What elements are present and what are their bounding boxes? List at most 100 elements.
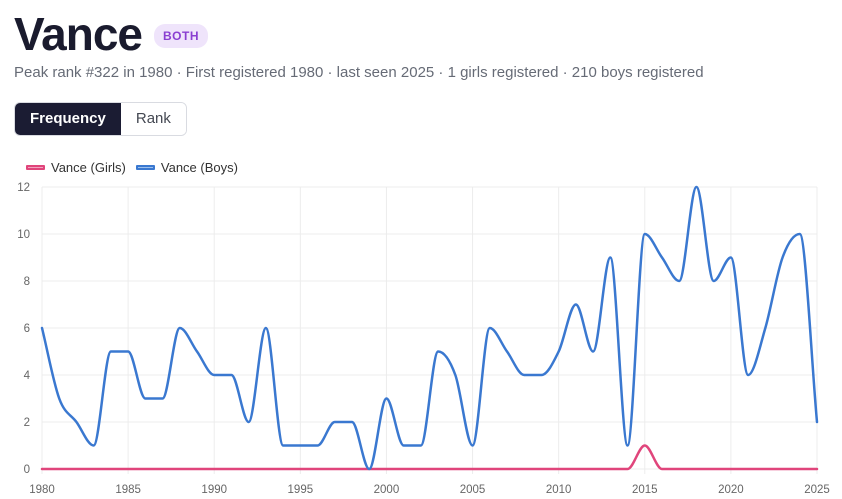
point-girls-1989[interactable] [195,467,199,471]
point-girls-2018[interactable] [694,467,698,471]
point-girls-1988[interactable] [178,467,182,471]
series-line-boys [40,185,819,471]
tab-rank[interactable]: Rank [120,103,186,135]
point-boys-1995[interactable] [298,444,302,448]
point-boys-2017[interactable] [677,279,681,283]
point-girls-2021[interactable] [746,467,750,471]
x-tick-label: 1990 [201,484,227,496]
point-girls-1984[interactable] [109,467,113,471]
point-boys-1989[interactable] [195,350,199,354]
point-girls-2019[interactable] [712,467,716,471]
point-boys-2022[interactable] [763,326,767,330]
point-boys-1987[interactable] [161,397,165,401]
point-boys-1981[interactable] [57,397,61,401]
point-boys-1980[interactable] [40,326,44,330]
point-girls-2014[interactable] [626,467,630,471]
point-boys-1992[interactable] [247,420,251,424]
point-girls-2022[interactable] [763,467,767,471]
point-boys-1996[interactable] [316,444,320,448]
point-girls-2003[interactable] [436,467,440,471]
point-boys-2013[interactable] [608,256,612,260]
point-girls-2011[interactable] [574,467,578,471]
point-girls-2020[interactable] [729,467,733,471]
header: Vance BOTH [14,6,208,62]
point-boys-2015[interactable] [643,232,647,236]
x-tick-label: 2005 [460,484,486,496]
point-girls-1995[interactable] [298,467,302,471]
point-boys-1993[interactable] [264,326,268,330]
point-boys-1990[interactable] [212,373,216,377]
point-boys-2007[interactable] [505,350,509,354]
point-girls-1980[interactable] [40,467,44,471]
point-boys-2023[interactable] [781,256,785,260]
point-boys-2002[interactable] [419,444,423,448]
point-boys-1982[interactable] [74,420,78,424]
tab-frequency[interactable]: Frequency [15,103,121,135]
point-girls-2017[interactable] [677,467,681,471]
legend-item-boys[interactable]: Vance (Boys) [135,160,238,175]
point-boys-2011[interactable] [574,303,578,307]
point-boys-2008[interactable] [522,373,526,377]
point-girls-1994[interactable] [281,467,285,471]
point-girls-1997[interactable] [333,467,337,471]
point-girls-1993[interactable] [264,467,268,471]
point-girls-2000[interactable] [384,467,388,471]
point-boys-2009[interactable] [539,373,543,377]
point-girls-1990[interactable] [212,467,216,471]
point-boys-2001[interactable] [402,444,406,448]
point-girls-2008[interactable] [522,467,526,471]
point-girls-1986[interactable] [143,467,147,471]
point-boys-1994[interactable] [281,444,285,448]
point-boys-2024[interactable] [798,232,802,236]
point-boys-2025[interactable] [815,420,819,424]
point-girls-2023[interactable] [781,467,785,471]
point-girls-1991[interactable] [229,467,233,471]
point-boys-1997[interactable] [333,420,337,424]
point-boys-1998[interactable] [350,420,354,424]
point-boys-2005[interactable] [471,444,475,448]
view-toggle: Frequency Rank [14,102,187,136]
point-boys-2003[interactable] [436,350,440,354]
point-girls-2004[interactable] [453,467,457,471]
point-boys-2000[interactable] [384,397,388,401]
point-girls-2012[interactable] [591,467,595,471]
point-boys-2006[interactable] [488,326,492,330]
point-girls-2007[interactable] [505,467,509,471]
point-girls-2025[interactable] [815,467,819,471]
point-boys-2012[interactable] [591,350,595,354]
point-girls-2015[interactable] [643,444,647,448]
point-girls-2009[interactable] [539,467,543,471]
point-boys-2016[interactable] [660,256,664,260]
point-girls-2013[interactable] [608,467,612,471]
point-girls-1981[interactable] [57,467,61,471]
point-girls-1987[interactable] [161,467,165,471]
point-boys-2021[interactable] [746,373,750,377]
point-girls-2001[interactable] [402,467,406,471]
point-girls-2024[interactable] [798,467,802,471]
point-boys-2014[interactable] [626,444,630,448]
point-boys-2010[interactable] [557,350,561,354]
point-boys-1984[interactable] [109,350,113,354]
point-boys-1988[interactable] [178,326,182,330]
point-girls-1992[interactable] [247,467,251,471]
point-boys-1999[interactable] [367,467,371,471]
point-girls-2006[interactable] [488,467,492,471]
legend-item-girls[interactable]: Vance (Girls) [26,160,126,175]
point-boys-2004[interactable] [453,373,457,377]
point-boys-1983[interactable] [92,444,96,448]
point-boys-2018[interactable] [694,185,698,189]
point-boys-2019[interactable] [712,279,716,283]
point-girls-1998[interactable] [350,467,354,471]
point-boys-1991[interactable] [229,373,233,377]
point-girls-1983[interactable] [92,467,96,471]
point-boys-1985[interactable] [126,350,130,354]
point-girls-2005[interactable] [471,467,475,471]
point-girls-1982[interactable] [74,467,78,471]
point-boys-2020[interactable] [729,256,733,260]
point-girls-1985[interactable] [126,467,130,471]
point-girls-2010[interactable] [557,467,561,471]
point-girls-2016[interactable] [660,467,664,471]
point-girls-2002[interactable] [419,467,423,471]
point-boys-1986[interactable] [143,397,147,401]
point-girls-1996[interactable] [316,467,320,471]
